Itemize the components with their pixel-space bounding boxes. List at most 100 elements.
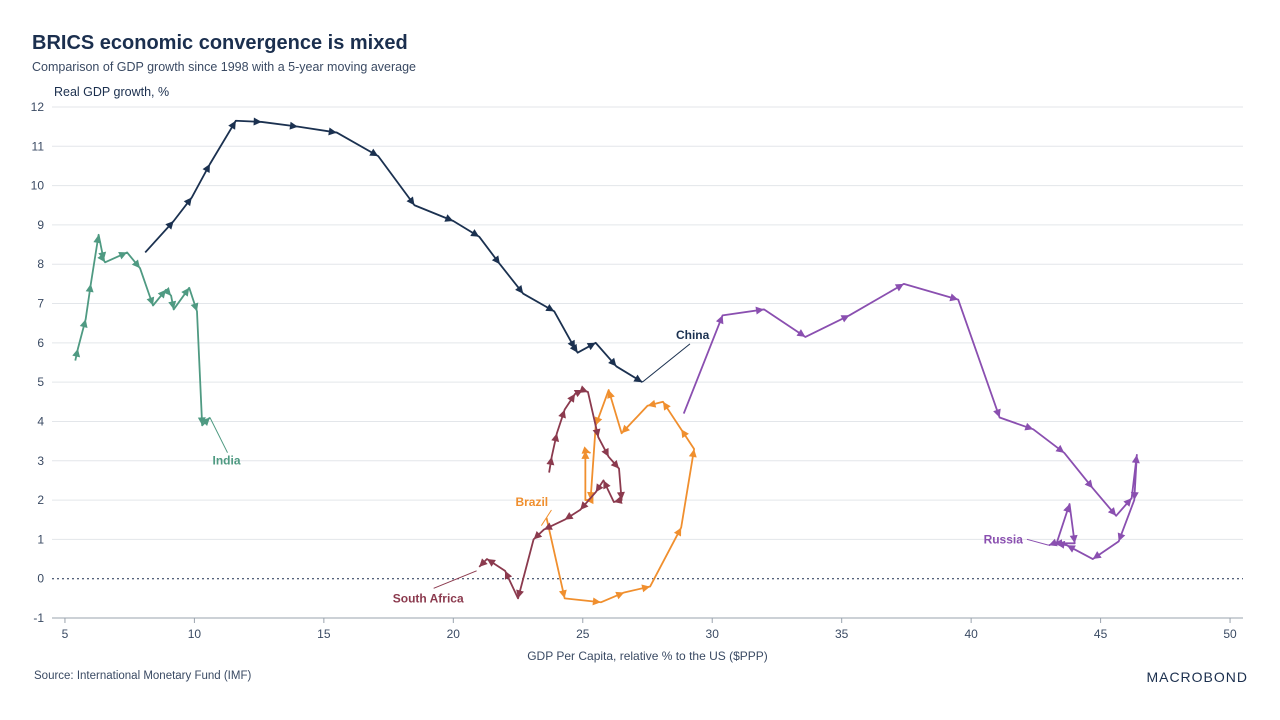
x-axis-label: GDP Per Capita, relative % to the US ($P… <box>527 649 768 663</box>
data-point-arrow <box>688 449 697 458</box>
data-point-arrow <box>610 459 619 469</box>
data-point-arrow <box>1069 534 1078 544</box>
y-tick-label: 3 <box>37 454 44 468</box>
y-tick-label: 5 <box>37 375 44 389</box>
data-point-arrow <box>1063 504 1071 513</box>
series-label: India <box>213 454 241 468</box>
data-point-arrow <box>586 342 596 351</box>
x-tick-label: 10 <box>188 627 202 641</box>
data-point-arrow <box>647 399 657 408</box>
label-leader-line <box>433 570 477 589</box>
x-tick-label: 25 <box>576 627 590 641</box>
data-point-arrow <box>253 117 262 126</box>
data-point-arrow <box>72 348 81 358</box>
data-point-arrow <box>470 229 480 237</box>
y-tick-label: 7 <box>37 297 44 311</box>
brand-logo: MACROBOND <box>1146 669 1248 685</box>
y-tick-label: 8 <box>37 257 44 271</box>
data-point-arrow <box>616 491 625 501</box>
data-point-arrow <box>840 315 850 323</box>
data-point-arrow <box>546 456 555 466</box>
data-point-arrow <box>168 300 177 310</box>
data-point-arrow <box>85 283 94 293</box>
data-point-arrow <box>444 214 454 222</box>
y-tick-label: 10 <box>31 179 45 193</box>
data-point-arrow <box>607 390 615 399</box>
data-point-arrow <box>118 252 128 260</box>
y-tick-label: 2 <box>37 493 44 507</box>
x-tick-label: 20 <box>447 627 461 641</box>
data-point-arrow <box>228 120 236 130</box>
data-point-arrow <box>146 296 155 306</box>
data-point-arrow <box>543 522 553 530</box>
y-tick-label: 11 <box>32 139 45 153</box>
data-point-arrow <box>487 559 496 567</box>
data-point-arrow <box>663 401 671 411</box>
chart-title: BRICS economic convergence is mixed <box>32 32 408 54</box>
data-point-arrow <box>621 424 630 434</box>
data-point-arrow <box>93 234 102 244</box>
source-note: Source: International Monetary Fund (IMF… <box>34 670 252 682</box>
data-point-arrow <box>1055 444 1065 453</box>
data-point-arrow <box>601 447 609 457</box>
data-point-arrow <box>289 121 298 130</box>
data-point-arrow <box>201 417 210 426</box>
series-lines <box>72 117 1140 606</box>
data-point-arrow <box>592 428 601 438</box>
data-point-arrow <box>165 221 174 230</box>
data-point-arrow <box>615 591 625 600</box>
x-tick-label: 15 <box>317 627 331 641</box>
data-point-arrow <box>993 408 1001 418</box>
series-line <box>74 233 211 427</box>
data-point-arrow <box>131 259 140 269</box>
series-china <box>144 117 643 383</box>
data-point-arrow <box>545 303 555 312</box>
chart-subtitle: Comparison of GDP growth since 1998 with… <box>32 60 416 74</box>
series-line <box>682 282 1138 560</box>
label-leader-line <box>1026 538 1049 546</box>
data-point-arrow <box>681 429 689 439</box>
data-point-arrow <box>595 483 604 493</box>
label-leader-line <box>209 417 228 453</box>
data-point-arrow <box>894 283 904 292</box>
y-tick-label: 9 <box>37 218 44 232</box>
data-point-arrow <box>558 589 567 599</box>
y-tick-label: -1 <box>33 611 44 625</box>
data-point-arrow <box>1084 479 1093 489</box>
data-point-arrow <box>491 255 500 265</box>
y-tick-label: 1 <box>37 532 44 546</box>
data-point-arrow <box>603 480 611 490</box>
data-point-arrow <box>369 148 379 157</box>
data-point-arrow <box>1117 532 1126 542</box>
y-tick-label: 6 <box>37 336 44 350</box>
data-point-arrow <box>949 293 959 302</box>
data-point-arrow <box>641 584 651 593</box>
data-point-arrow <box>406 196 415 206</box>
data-point-arrow <box>581 446 591 454</box>
series-russia <box>682 282 1140 560</box>
data-point-arrow <box>1066 545 1076 553</box>
data-point-arrow <box>515 284 524 294</box>
data-point-arrow <box>564 512 574 520</box>
data-point-arrow <box>516 589 524 599</box>
data-point-arrow <box>613 496 623 504</box>
x-tick-label: 40 <box>964 627 978 641</box>
data-point-arrow <box>579 385 588 393</box>
series-label: China <box>676 328 710 342</box>
data-point-arrow <box>1024 422 1034 431</box>
data-point-arrow <box>1048 538 1058 547</box>
data-point-arrow <box>558 409 566 419</box>
data-point-arrow <box>592 597 601 606</box>
data-point-arrow <box>162 287 172 296</box>
data-point-arrow <box>594 416 603 426</box>
x-tick-label: 45 <box>1094 627 1108 641</box>
series-label: South Africa <box>393 591 464 605</box>
data-point-arrow <box>183 197 192 207</box>
data-point-arrow <box>202 164 210 173</box>
series-labels: China India Brazil South Africa Russia <box>209 328 1049 605</box>
data-point-arrow <box>633 374 643 383</box>
data-point-arrow <box>569 343 578 353</box>
grid-lines <box>52 106 1243 619</box>
